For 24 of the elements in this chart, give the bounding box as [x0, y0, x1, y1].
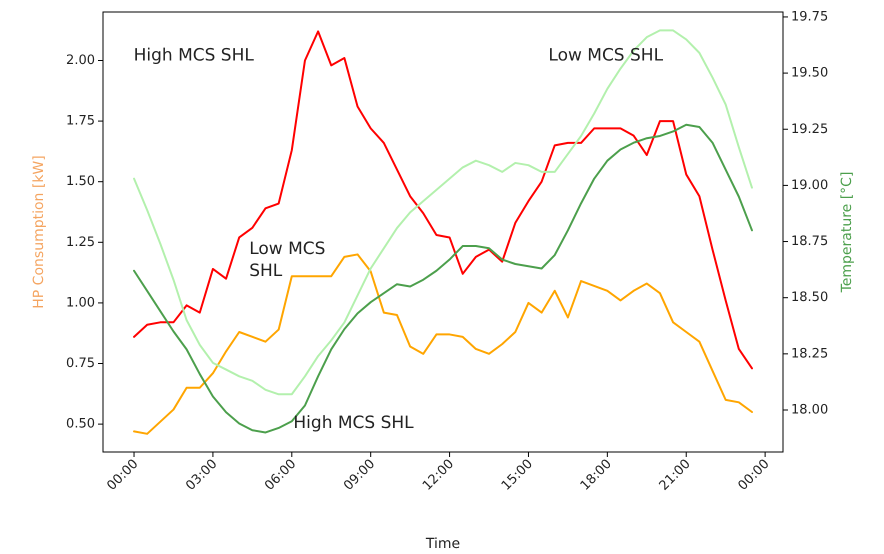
y2-tick-label: 19.25 — [791, 122, 828, 137]
line-series — [133, 253, 753, 435]
y-tick-label: 1.50 — [66, 174, 95, 190]
annotation: Low MCS SHL — [548, 45, 664, 66]
y2-tick-label: 19.50 — [791, 66, 828, 81]
y2-tick-label: 18.25 — [791, 346, 828, 362]
annotation: High MCS SHL — [134, 45, 254, 66]
y-axis-title: HP Consumption [kW] — [31, 155, 47, 309]
y2-tick-label: 18.00 — [791, 402, 828, 418]
annotation: Low MCS SHL — [249, 239, 326, 281]
line-series — [133, 124, 753, 434]
annotation: High MCS SHL — [293, 412, 414, 433]
y-tick-label: 0.50 — [66, 416, 95, 432]
x-axis-title: Time — [424, 536, 460, 552]
y2-tick-label: 18.75 — [791, 234, 828, 250]
y-tick-label: 2.00 — [66, 53, 95, 68]
y-tick-label: 1.75 — [66, 114, 95, 129]
y-tick-label: 0.75 — [66, 356, 95, 372]
y2-axis-title: Temperature [°C] — [839, 172, 855, 294]
y-tick-label: 1.25 — [66, 234, 95, 250]
y2-tick-label: 18.50 — [791, 290, 828, 306]
y2-tick-label: 19.75 — [791, 9, 828, 25]
y-tick-label: 1.00 — [66, 295, 95, 310]
y2-tick-label: 19.00 — [791, 178, 828, 193]
